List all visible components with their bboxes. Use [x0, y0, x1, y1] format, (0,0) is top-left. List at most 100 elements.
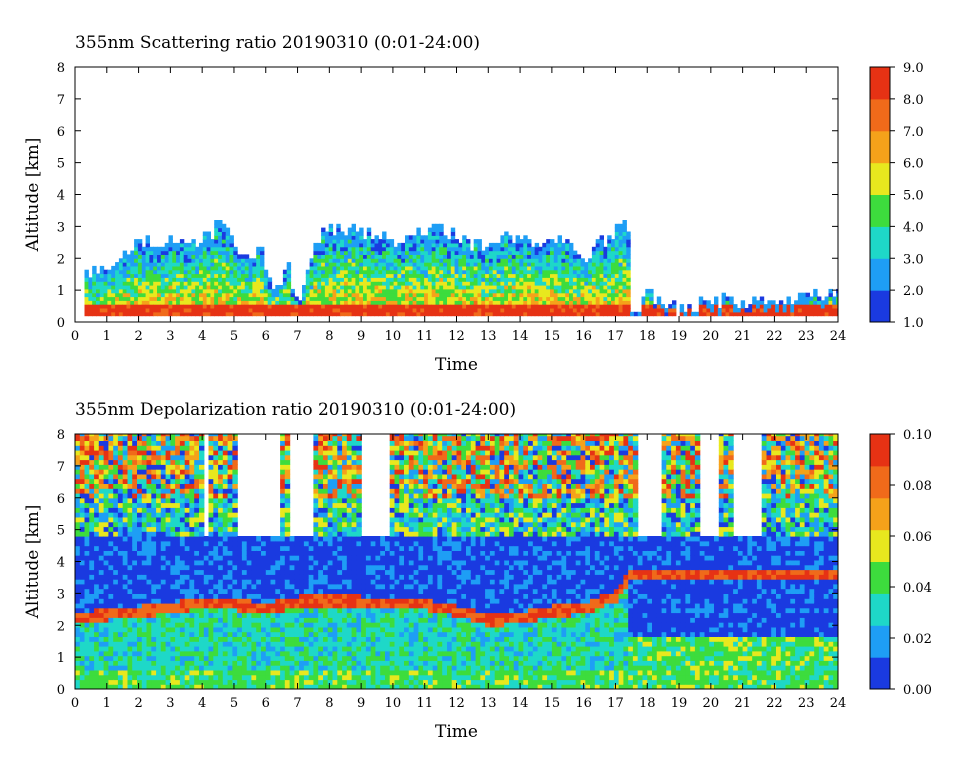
- heatmap-cell: [160, 516, 167, 523]
- heatmap-cell: [569, 281, 574, 286]
- heatmap-cell: [267, 296, 273, 301]
- heatmap-cell: [141, 454, 148, 461]
- heatmap-cell: [141, 540, 148, 547]
- heatmap-cell: [261, 679, 267, 685]
- heatmap-cell: [569, 265, 574, 271]
- heatmap-cell: [146, 555, 152, 561]
- heatmap-cell: [317, 242, 322, 248]
- heatmap-cell: [194, 564, 200, 571]
- heatmap-cell: [355, 288, 360, 294]
- heatmap-cell: [508, 288, 513, 294]
- heatmap-cell: [75, 669, 81, 676]
- heatmap-cell: [108, 550, 114, 556]
- heatmap-cell: [569, 262, 574, 267]
- heatmap-cell: [160, 507, 167, 513]
- heatmap-cell: [127, 555, 133, 561]
- heatmap-cell: [328, 258, 334, 263]
- heatmap-cell: [117, 531, 124, 537]
- heatmap-cell: [466, 311, 471, 317]
- heatmap-cell: [344, 308, 349, 313]
- heatmap-cell: [450, 277, 456, 282]
- heatmap-cell: [427, 242, 433, 248]
- heatmap-cell: [622, 223, 627, 229]
- heatmap-cell: [241, 660, 248, 666]
- heatmap-cell: [232, 507, 238, 513]
- heatmap-cell: [141, 674, 148, 681]
- heatmap-cell: [194, 579, 200, 585]
- heatmap-cell: [317, 265, 322, 271]
- heatmap-cell: [172, 269, 177, 275]
- heatmap-cell: [622, 296, 627, 301]
- heatmap-cell: [431, 292, 437, 298]
- heatmap-cell: [492, 311, 498, 317]
- heatmap-cell: [103, 464, 109, 470]
- heatmap-cell: [313, 269, 318, 275]
- heatmap-cell: [523, 273, 528, 278]
- heatmap-cell: [347, 288, 353, 294]
- heatmap-cell: [797, 311, 803, 317]
- heatmap-cell: [227, 507, 233, 513]
- heatmap-cell: [137, 493, 143, 499]
- heatmap-cell: [160, 564, 167, 571]
- heatmap-cell: [222, 559, 229, 566]
- heatmap-cell: [408, 250, 414, 255]
- heatmap-cell: [179, 617, 186, 623]
- heatmap-cell: [206, 265, 211, 271]
- heatmap-cell: [84, 296, 89, 301]
- heatmap-cell: [156, 493, 162, 499]
- heatmap-cell: [132, 602, 138, 609]
- heatmap-cell: [175, 464, 181, 470]
- heatmap-cell: [94, 464, 100, 470]
- heatmap-cell: [275, 296, 280, 301]
- heatmap-cell: [401, 292, 406, 298]
- heatmap-cell: [225, 254, 231, 259]
- heatmap-cell: [294, 296, 299, 301]
- heatmap-cell: [127, 583, 133, 590]
- heatmap-cell: [195, 311, 200, 317]
- heatmap-cell: [202, 285, 208, 290]
- heatmap-cell: [607, 277, 612, 282]
- heatmap-cell: [378, 296, 383, 301]
- heatmap-cell: [165, 622, 171, 628]
- heatmap-cell: [98, 493, 105, 499]
- heatmap-cell: [408, 292, 414, 298]
- heatmap-cell: [248, 296, 253, 301]
- heatmap-cell: [232, 559, 238, 566]
- heatmap-cell: [160, 497, 167, 504]
- heatmap-cell: [122, 440, 129, 446]
- heatmap-cell: [122, 459, 129, 465]
- heatmap-cell: [199, 574, 205, 580]
- heatmap-cell: [137, 612, 143, 618]
- heatmap-cell: [332, 242, 337, 248]
- heatmap-cell: [347, 269, 353, 275]
- heatmap-cell: [351, 258, 356, 263]
- heatmap-cell: [113, 493, 119, 499]
- heatmap-cell: [237, 311, 242, 317]
- heatmap-cell: [260, 265, 265, 271]
- heatmap-cell: [89, 684, 95, 689]
- heatmap-cell: [447, 277, 452, 282]
- heatmap-cell: [117, 674, 124, 681]
- heatmap-cell: [246, 559, 253, 566]
- heatmap-cell: [454, 246, 459, 252]
- heatmap-cell: [160, 602, 167, 609]
- heatmap-cell: [344, 281, 349, 286]
- heatmap-cell: [84, 469, 90, 475]
- heatmap-cell: [256, 555, 262, 561]
- heatmap-cell: [687, 304, 692, 309]
- heatmap-cell: [175, 655, 181, 661]
- heatmap-cell: [117, 598, 124, 604]
- heatmap-cell: [111, 292, 116, 298]
- heatmap-cell: [151, 636, 157, 642]
- heatmap-cell: [237, 607, 243, 614]
- heatmap-cell: [546, 265, 551, 271]
- heatmap-cell: [626, 235, 631, 240]
- heatmap-cell: [366, 258, 372, 263]
- heatmap-cell: [75, 646, 81, 652]
- heatmap-cell: [347, 250, 353, 255]
- heatmap-cell: [332, 308, 337, 313]
- heatmap-cell: [450, 273, 456, 278]
- heatmap-cell: [241, 540, 248, 547]
- heatmap-cell: [98, 559, 105, 566]
- heatmap-cell: [370, 250, 376, 255]
